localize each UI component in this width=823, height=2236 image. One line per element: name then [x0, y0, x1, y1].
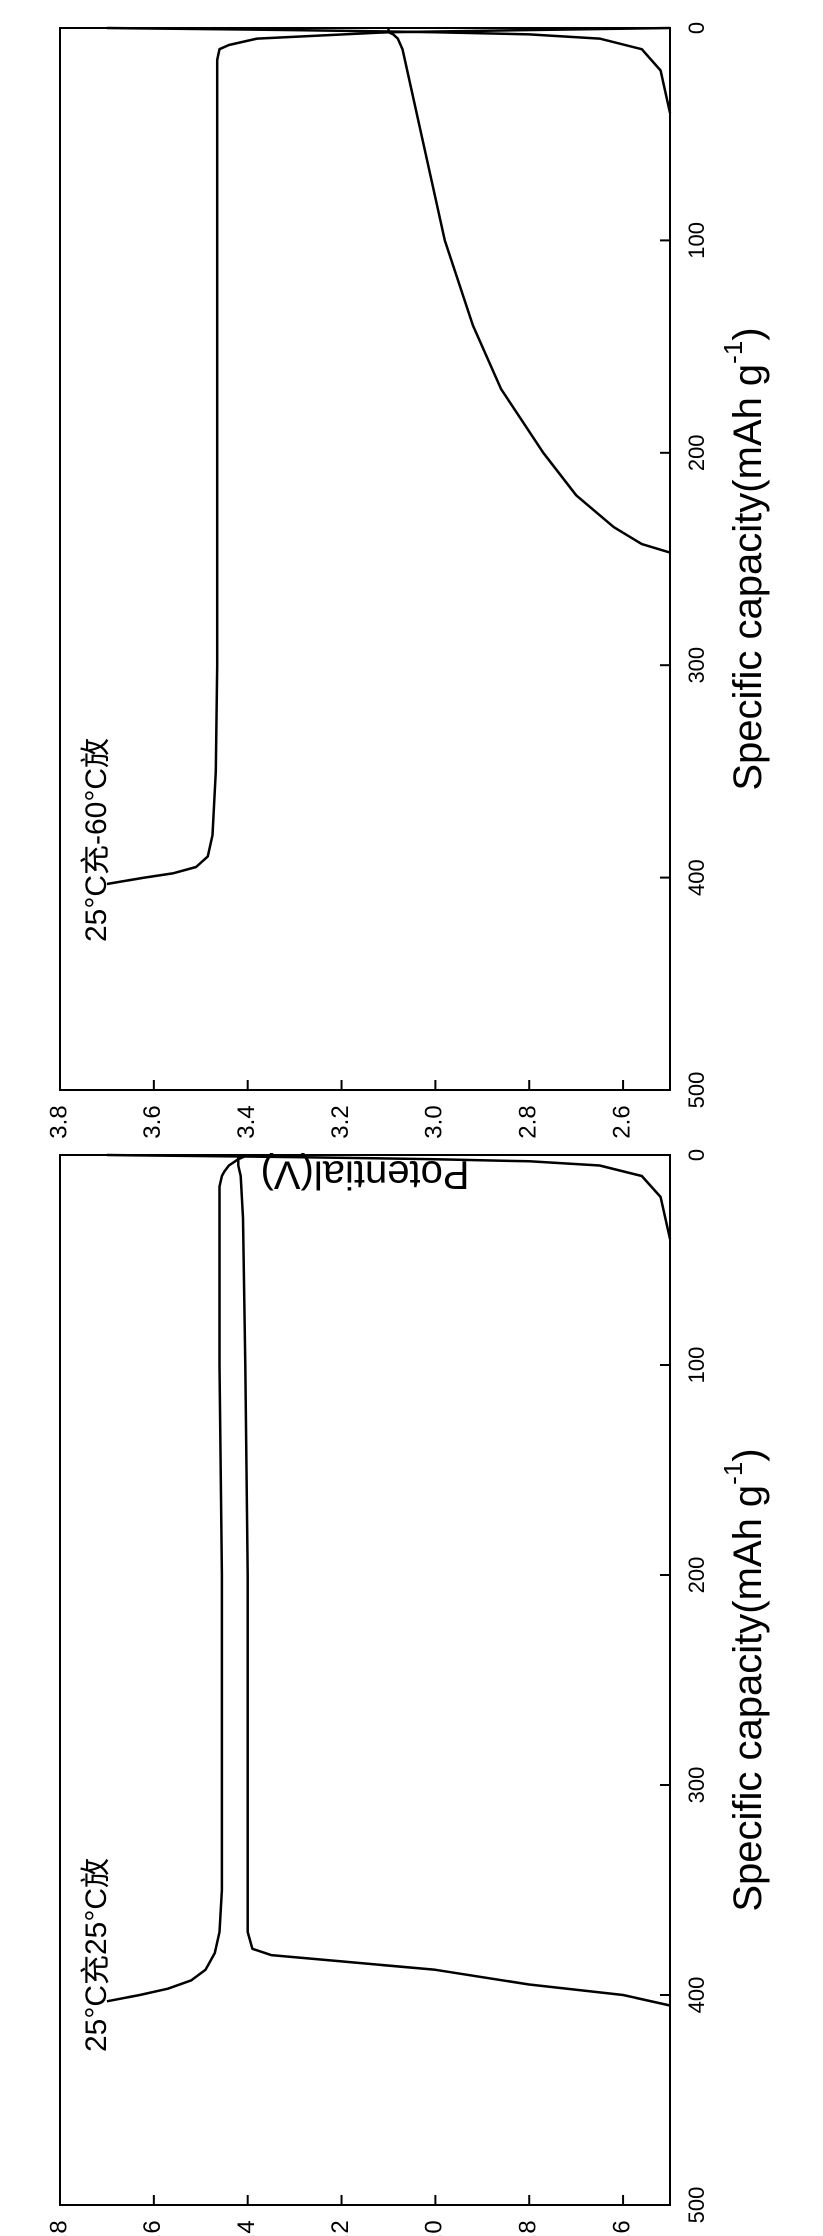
annotation-label: 25°C充25°C放: [80, 1858, 113, 2052]
x-tick-label: 100: [684, 222, 709, 259]
y-tick-label: 3.0: [421, 1105, 448, 1138]
x-tick-label: 300: [684, 647, 709, 684]
x-tick-label: 500: [684, 2187, 709, 2224]
series-line-2: [237, 1155, 671, 2007]
y-tick-label: 2.8: [515, 1105, 542, 1138]
x-tick-label: 400: [684, 859, 709, 896]
y-tick-label: 3.0: [421, 2220, 448, 2236]
y-tick-label: 3.2: [327, 2220, 354, 2236]
y-tick-label: 2.8: [515, 2220, 542, 2236]
x-axis-label-close: ): [726, 1448, 770, 1461]
y-tick-label: 3.4: [233, 1105, 260, 1138]
series-line-2: [387, 28, 671, 554]
y-tick-label: 3.6: [139, 2220, 166, 2236]
x-axis-label: Specific capacity(mAh g-1): [718, 1448, 770, 1911]
y-tick-label: 3.6: [139, 1105, 166, 1138]
x-tick-label: 400: [684, 1977, 709, 2014]
series-line-1: [106, 1153, 249, 2003]
x-tick-label: 500: [684, 1072, 709, 1109]
x-axis-label-main: Specific capacity(mAh g: [726, 364, 770, 791]
chart-panel-top: 0 100 200 300 400 500 3.8 3.6 3.4 3.2 3.0 2.8 2.6 25°…: [45, 22, 769, 1197]
x-axis-label-superscript: -1: [718, 1462, 748, 1485]
x-axis-label: Specific capacity(mAh g-1): [718, 327, 770, 790]
y-tick-label: 3.8: [45, 1105, 72, 1138]
series-line-1: [106, 26, 671, 886]
x-tick-label: 0: [684, 1149, 709, 1161]
y-tick-label: 2.6: [608, 1105, 635, 1138]
plot-frame: [59, 1154, 671, 2206]
x-tick-label: 100: [684, 1347, 709, 1384]
series-line-3: [106, 1153, 672, 1240]
x-tick-label: 200: [684, 434, 709, 471]
y-tick-label: 3.8: [45, 2220, 72, 2236]
x-tick-label: 300: [684, 1767, 709, 1804]
x-axis-label-close: ): [726, 327, 770, 340]
series-line-3: [106, 26, 672, 114]
y-tick-label: 2.6: [608, 2220, 635, 2236]
y-tick-label: 3.4: [233, 2220, 260, 2236]
x-tick-label: 200: [684, 1557, 709, 1594]
x-axis-label-superscript: -1: [718, 341, 748, 364]
annotation-label: 25°C充-60°C放: [80, 738, 113, 942]
y-tick-label: 3.2: [327, 1105, 354, 1138]
plot-frame: [59, 27, 671, 1091]
x-tick-label: 0: [684, 22, 709, 34]
x-axis-label-main: Specific capacity(mAh g: [726, 1485, 770, 1912]
chart-panel-bottom: 0 100 200 300 400 500 3.8 3.6 3.4 3.2 3.0 2.8 2.6 25°…: [45, 1149, 769, 2236]
